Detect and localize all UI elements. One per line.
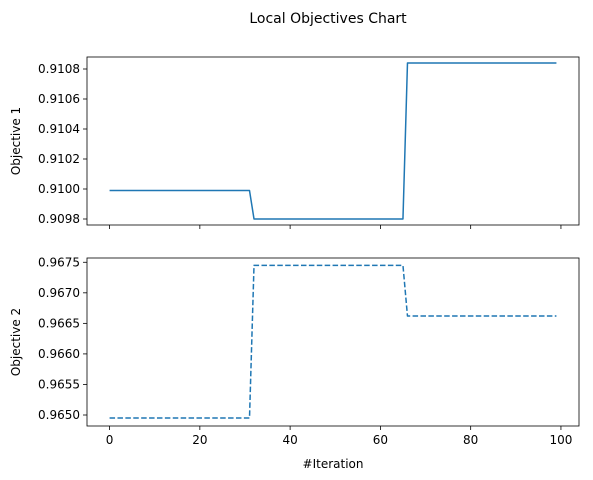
objective-2-ylabel: Objective 2 (9, 308, 23, 376)
panel-objective-2: 0 20 40 60 80 100 0.9650 0.9655 0.9660 0.9665 0.96… (9, 255, 580, 471)
objective-2-ytick-label: 0.9670 (38, 286, 80, 300)
objective-2-xtick-label: 0 (106, 433, 114, 447)
objective-2-xtick-label: 60 (373, 433, 388, 447)
objective-1-ytick-label: 0.9104 (38, 122, 80, 136)
chart-title: Local Objectives Chart (249, 11, 407, 27)
objective-2-xtick-label: 80 (463, 433, 478, 447)
panel-objective-1: 0.9098 0.9100 0.9102 0.9104 0.9106 0.9108 Obje… (9, 56, 580, 229)
objective-1-ytick-label: 0.9100 (38, 182, 80, 196)
objective-2-ytick-label: 0.9655 (38, 377, 80, 391)
objective-1-ylabel: Objective 1 (9, 107, 23, 175)
objective-2-xtick-label: 20 (192, 433, 207, 447)
objective-2-ytick-label: 0.9665 (38, 316, 80, 330)
objective-1-ytick-label: 0.9108 (38, 62, 80, 76)
objective-1-ytick-label: 0.9102 (38, 152, 80, 166)
objective-1-axes-frame (86, 56, 580, 226)
objective-2-axes-frame (86, 257, 580, 427)
objective-2-series-line (109, 264, 557, 419)
objective-2-xtick-label: 100 (549, 433, 572, 447)
objective-1-series-line (109, 62, 557, 220)
objective-1-ytick-label: 0.9098 (38, 212, 80, 226)
objective-2-xtick-label: 40 (282, 433, 297, 447)
x-axis-label: #Iteration (303, 457, 364, 471)
objective-2-ytick-label: 0.9675 (38, 255, 80, 269)
objective-1-ytick-label: 0.9106 (38, 92, 80, 106)
objective-2-ytick-label: 0.9650 (38, 408, 80, 422)
objective-2-ytick-label: 0.9660 (38, 347, 80, 361)
